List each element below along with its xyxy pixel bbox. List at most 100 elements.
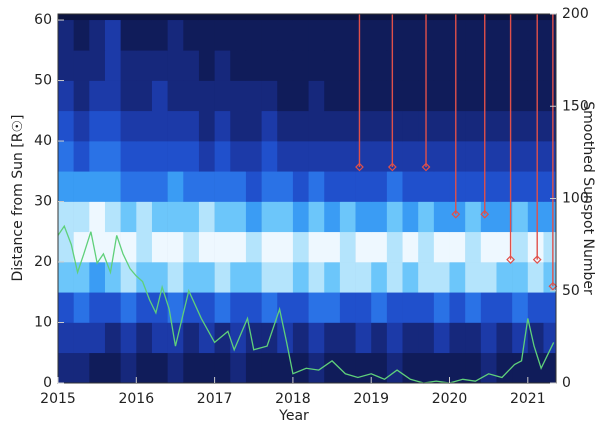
heatmap-cell xyxy=(386,50,403,81)
heatmap-cell xyxy=(136,292,153,323)
heatmap-cell xyxy=(120,292,137,323)
heatmap-cell xyxy=(151,20,168,51)
heatmap-cell xyxy=(480,110,497,142)
heatmap-cell xyxy=(324,80,341,112)
heatmap-cell xyxy=(308,352,325,384)
heatmap-cell xyxy=(292,322,309,354)
heatmap-cell xyxy=(308,50,325,81)
heatmap-cell xyxy=(527,352,544,384)
heatmap-cell xyxy=(480,141,497,172)
heatmap-cell xyxy=(433,352,450,384)
heatmap-cell xyxy=(89,171,106,202)
heatmap-cell xyxy=(496,201,513,233)
heatmap-cell xyxy=(339,201,356,233)
heatmap-cell xyxy=(527,322,544,354)
heatmap-cell xyxy=(386,201,403,233)
heatmap-cell xyxy=(527,20,544,51)
heatmap-cell xyxy=(449,110,466,142)
heatmap-cell xyxy=(527,292,544,323)
heatmap-cell xyxy=(104,141,121,172)
heatmap-cell xyxy=(261,231,278,263)
perihelion-marker xyxy=(355,162,364,172)
heatmap-cell xyxy=(136,322,153,354)
heatmap-cell xyxy=(230,171,247,202)
heatmap-cell xyxy=(245,20,262,51)
heatmap-cell xyxy=(402,292,419,323)
heatmap-cell xyxy=(512,110,529,142)
heatmap-cell xyxy=(198,50,215,81)
heatmap-cell xyxy=(543,20,557,51)
heatmap-cell xyxy=(214,231,231,263)
y-tick-label: 40 xyxy=(34,133,52,149)
y-tick-label: 0 xyxy=(43,375,52,391)
heatmap-cell xyxy=(230,50,247,81)
heatmap-cell xyxy=(198,322,215,354)
heatmap-cell xyxy=(151,352,168,384)
heatmap-cell xyxy=(433,110,450,142)
heatmap-cell xyxy=(261,141,278,172)
heatmap-cell xyxy=(527,201,544,233)
perihelion-marker xyxy=(480,209,490,219)
heatmap-cell xyxy=(151,50,168,81)
heatmap-cell xyxy=(120,322,137,354)
heatmap-cell xyxy=(527,141,544,172)
heatmap-cell xyxy=(292,110,309,142)
heatmap-cell xyxy=(214,292,231,323)
heatmap-cell xyxy=(402,50,419,81)
heatmap-cell xyxy=(433,80,450,112)
heatmap-cell xyxy=(104,201,121,233)
heatmap-cell xyxy=(183,262,200,293)
heatmap-cell xyxy=(402,80,419,112)
heatmap-cell xyxy=(58,292,74,323)
heatmap-cell xyxy=(527,80,544,112)
heatmap-cell xyxy=(73,201,90,233)
heatmap-cell xyxy=(465,141,482,172)
heatmap-cell xyxy=(480,20,497,51)
heatmap-cell xyxy=(104,171,121,202)
heatmap-cell xyxy=(480,80,497,112)
heatmap-cell xyxy=(512,231,529,263)
heatmap-cell xyxy=(371,262,388,293)
heatmap-cell xyxy=(58,171,74,202)
heatmap-cell xyxy=(214,20,231,51)
heatmap-cell xyxy=(480,292,497,323)
heatmap-cell xyxy=(136,80,153,112)
perihelion-marker xyxy=(548,281,558,291)
heatmap-cell xyxy=(496,262,513,293)
heatmap-cell xyxy=(496,231,513,263)
heatmap-cell xyxy=(386,352,403,384)
heatmap-cell xyxy=(167,201,184,233)
heatmap-cell xyxy=(496,141,513,172)
heatmap-cell xyxy=(512,171,529,202)
heatmap-cell xyxy=(183,352,200,384)
heatmap-cell xyxy=(120,171,137,202)
y2-axis-label: Smoothed Sunspot Number xyxy=(580,101,596,295)
heatmap-cell xyxy=(496,20,513,51)
heatmap-cell xyxy=(136,231,153,263)
heatmap-cell xyxy=(277,20,294,51)
perihelion-marker xyxy=(532,255,542,264)
heatmap-cell xyxy=(449,231,466,263)
heatmap-cell xyxy=(449,292,466,323)
x-tick-label: 2019 xyxy=(353,391,389,407)
heatmap-cell xyxy=(465,292,482,323)
heatmap-cell xyxy=(136,201,153,233)
heatmap-cell xyxy=(183,20,200,51)
heatmap-cell xyxy=(73,171,90,202)
heatmap-cell xyxy=(89,20,106,51)
heatmap-cell xyxy=(418,171,435,202)
heatmap-cell xyxy=(277,50,294,81)
heatmap-cell xyxy=(261,110,278,142)
heatmap-cell xyxy=(183,231,200,263)
heatmap-cell xyxy=(433,20,450,51)
x-tick-label: 2016 xyxy=(118,391,154,407)
heatmap-cell xyxy=(89,231,106,263)
heatmap-cell xyxy=(167,50,184,81)
heatmap-cell xyxy=(543,292,557,323)
heatmap-cell xyxy=(386,171,403,202)
perihelion-marker xyxy=(451,209,461,219)
heatmap-cell xyxy=(402,201,419,233)
heatmap-cell xyxy=(371,80,388,112)
heatmap-cell xyxy=(230,141,247,172)
heatmap-cell xyxy=(104,110,121,142)
